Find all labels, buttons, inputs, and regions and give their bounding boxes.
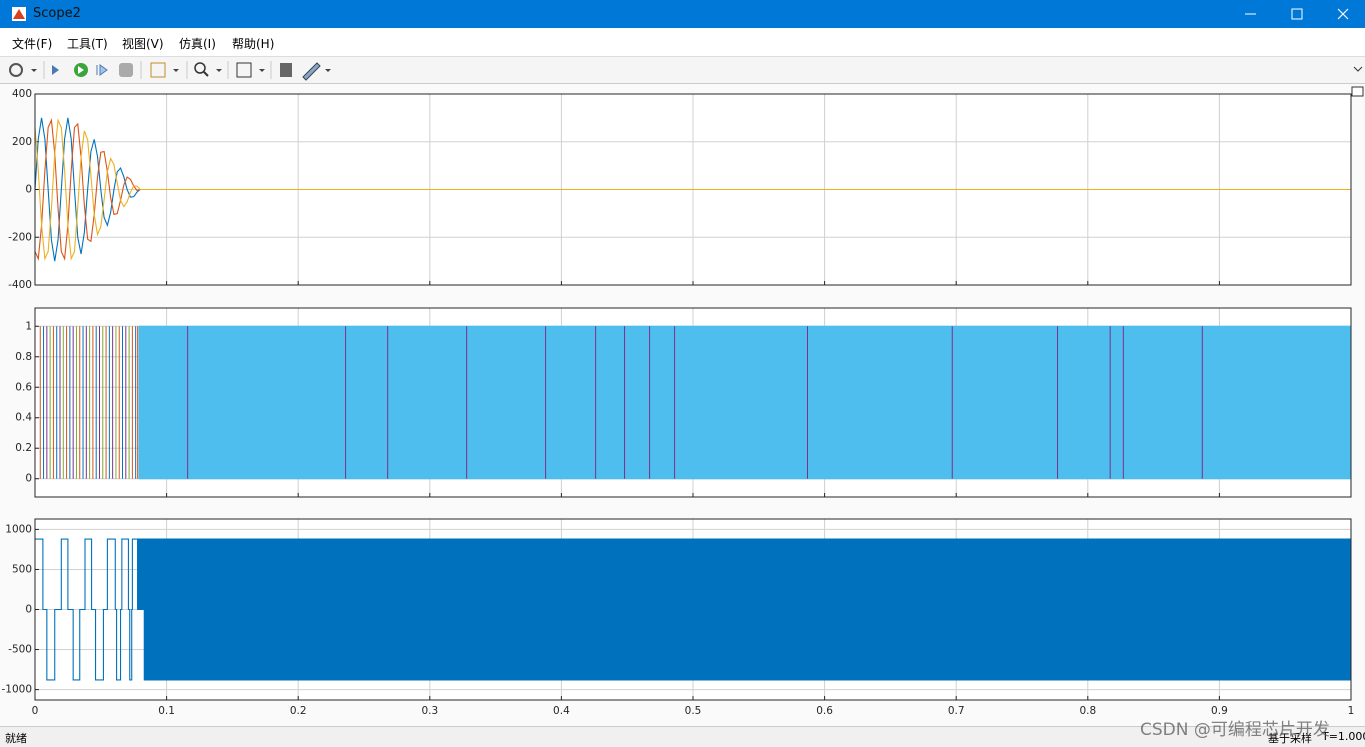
- axes-frame: [34, 307, 1352, 498]
- y-tick-label: 0.8: [15, 351, 32, 363]
- dropdown[interactable]: [325, 69, 331, 72]
- y-tick-label: -400: [8, 279, 32, 291]
- signal-fill: [138, 325, 1351, 480]
- signal-line: [35, 118, 1351, 261]
- step-forward-button[interactable]: [96, 64, 108, 76]
- zoom-handle: [203, 71, 209, 77]
- menu-item[interactable]: 帮助(H): [232, 37, 275, 51]
- series-group: [39, 325, 1351, 480]
- y-tick-label: 0: [25, 604, 32, 616]
- close[interactable]: [1337, 8, 1349, 20]
- maximize[interactable]: [1291, 8, 1303, 20]
- x-tick-label: 0.4: [553, 705, 570, 717]
- y-tick-label: 0: [25, 473, 32, 485]
- settings-button[interactable]: [9, 63, 23, 77]
- dropdown[interactable]: [259, 69, 265, 72]
- x-tick-label: 0.9: [1211, 705, 1228, 717]
- toolbar: [0, 57, 1365, 84]
- dropdown[interactable]: [173, 69, 179, 72]
- autoscale-button[interactable]: [236, 62, 252, 78]
- signal-fill: [143, 609, 1351, 681]
- menu-item[interactable]: 仿真(I): [179, 37, 216, 51]
- y-tick-label: 200: [12, 136, 32, 148]
- x-tick-label: 0.5: [685, 705, 702, 717]
- style-button[interactable]: [302, 62, 321, 81]
- y-tick-label: -1000: [1, 684, 32, 696]
- title-bar: Scope2: [0, 0, 1365, 28]
- toolbar-icons: [9, 61, 1363, 81]
- signal-line: [35, 538, 139, 681]
- x-tick-label: 0.1: [158, 705, 175, 717]
- y-tick-label: 0.6: [15, 381, 32, 393]
- dropdown[interactable]: [216, 69, 222, 72]
- app-icon-shape: [13, 9, 25, 19]
- y-tick-label: 0.4: [15, 412, 32, 424]
- menu-item[interactable]: 文件(F): [12, 37, 53, 51]
- x-tick-label: 0.2: [290, 705, 307, 717]
- stop-button[interactable]: [119, 63, 133, 77]
- axes-frame: [34, 518, 1352, 701]
- y-tick-label: 1: [25, 320, 32, 332]
- watermark: CSDN @可编程芯片开发: [1140, 720, 1330, 740]
- series-group: [35, 538, 1351, 681]
- step-back-button[interactable]: [52, 65, 59, 75]
- zoom-button[interactable]: [194, 62, 206, 74]
- y-tick-label: -500: [8, 644, 32, 656]
- status-mode: 基于采样: [1268, 732, 1312, 745]
- y-tick-label: 400: [12, 88, 32, 100]
- x-tick-label: 0.6: [816, 705, 833, 717]
- x-tick-label: 0.7: [948, 705, 965, 717]
- y-tick-label: 0: [25, 184, 32, 196]
- status-text: 就绪: [5, 732, 27, 745]
- dropdown[interactable]: [31, 69, 37, 72]
- menu-item[interactable]: 工具(T): [67, 37, 108, 51]
- x-tick-label: 0: [32, 705, 39, 717]
- signal-fill: [137, 538, 1351, 610]
- x-tick-label: 1: [1348, 705, 1355, 717]
- y-tick-label: 0.2: [15, 442, 32, 454]
- axes-frame: [34, 93, 1352, 286]
- run-icon: [78, 66, 84, 74]
- menu-item[interactable]: 视图(V): [122, 37, 164, 51]
- window-controls: [12, 7, 1349, 21]
- x-tick-label: 0.3: [421, 705, 438, 717]
- signal-line: [35, 117, 1351, 262]
- cursor-button[interactable]: [280, 63, 292, 77]
- menu-bar: 文件(F) 工具(T) 视图(V) 仿真(I) 帮助(H): [0, 28, 1365, 57]
- series-group: [35, 117, 1351, 262]
- status-bar: 就绪 基于采样 T=1.000 CSDN @可编程芯片开发: [0, 720, 1365, 747]
- y-tick-label: 1000: [5, 523, 32, 535]
- expand-button[interactable]: [1351, 86, 1364, 97]
- window-title: Scope2: [33, 6, 81, 21]
- signal-line: [35, 118, 1351, 261]
- highlight-button[interactable]: [150, 62, 166, 78]
- status-time: T=1.000: [1322, 730, 1365, 743]
- y-tick-label: 500: [12, 563, 32, 575]
- scope-axes: -400 -200 0 200 400 0 0.2 0.4 0.6 0.8 1 -1000 -500 0 5…: [0, 84, 1365, 726]
- undock-button[interactable]: [1353, 66, 1363, 72]
- y-tick-label: -200: [8, 231, 32, 243]
- x-tick-label: 0.8: [1079, 705, 1096, 717]
